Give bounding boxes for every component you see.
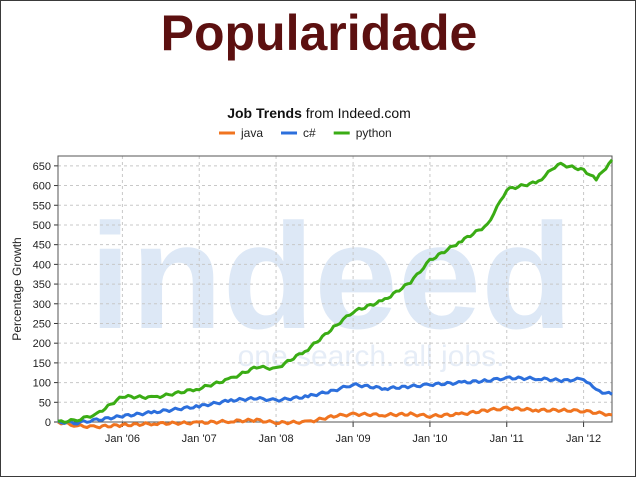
- y-tick-label: 250: [33, 318, 51, 330]
- y-tick-label: 100: [33, 378, 51, 390]
- y-tick-label: 450: [33, 240, 51, 252]
- chart-legend: java c# python: [219, 126, 392, 140]
- x-tick-label: Jan '09: [336, 433, 371, 445]
- x-tick-label: Jan '12: [566, 433, 601, 445]
- y-tick-label: 650: [33, 161, 51, 173]
- series-line-java: [57, 405, 613, 430]
- chart-titles: Job Trends from Indeed.com Percentage Gr…: [10, 105, 411, 341]
- legend-label-csharp: c#: [303, 126, 316, 140]
- x-tick-label: Jan '07: [182, 433, 217, 445]
- chart-title-suffix: from Indeed.com: [302, 105, 411, 121]
- slide-title: Popularidade: [160, 5, 478, 61]
- y-axis-label: Percentage Growth: [10, 237, 24, 340]
- chart-grid: [58, 156, 612, 423]
- y-tick-label: 200: [33, 338, 51, 350]
- chart-title: Job Trends from Indeed.com: [227, 105, 411, 121]
- y-tick-label: 400: [33, 259, 51, 271]
- series-line-csharp: [57, 375, 613, 426]
- chart-axes: 0 50 100 150 200 250 300 350 400 450 500 550 600 650 J…: [33, 155, 613, 445]
- y-tick-label: 500: [33, 220, 51, 232]
- watermark-logo: indeed: [89, 192, 572, 360]
- x-tick-label: Jan '10: [412, 433, 447, 445]
- x-tick-label: Jan '06: [105, 433, 140, 445]
- y-tick-label: 600: [33, 181, 51, 193]
- y-tick-label: 150: [33, 358, 51, 370]
- plot-frame: [57, 155, 613, 423]
- y-tick-label: 300: [33, 299, 51, 311]
- y-tick-label: 350: [33, 279, 51, 291]
- y-tick-label: 0: [45, 417, 51, 429]
- chart-series: [57, 158, 614, 430]
- y-tick-label: 50: [39, 397, 51, 409]
- y-tick-label: 550: [33, 200, 51, 212]
- chart-title-main: Job Trends: [227, 105, 302, 121]
- x-tick-label: Jan '11: [490, 433, 524, 445]
- legend-label-python: python: [356, 126, 392, 140]
- series-line-python: [57, 158, 614, 424]
- legend-label-java: java: [240, 126, 263, 140]
- x-tick-label: Jan '08: [258, 433, 293, 445]
